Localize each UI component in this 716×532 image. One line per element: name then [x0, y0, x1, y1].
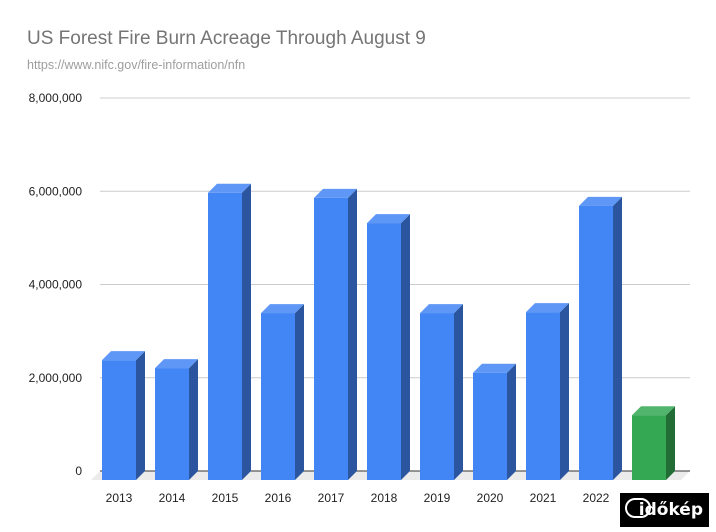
bar-top [632, 406, 675, 416]
bar-side [454, 304, 463, 480]
x-tick-label: 2013 [106, 491, 133, 505]
x-tick-label: 2018 [371, 491, 398, 505]
bar [314, 197, 348, 480]
bar-side [242, 183, 251, 481]
bar-top [526, 303, 569, 313]
chart-title: US Forest Fire Burn Acreage Through Augu… [27, 28, 426, 49]
bar [367, 223, 401, 480]
bar-side [613, 196, 622, 480]
bar-side [401, 214, 410, 480]
bar-top [261, 304, 304, 314]
x-tick-label: 2020 [477, 491, 504, 505]
y-tick-label: 4,000,000 [29, 278, 83, 292]
bar-top [579, 196, 622, 206]
bar-side [507, 363, 516, 480]
y-tick-label: 2,000,000 [29, 371, 83, 385]
bar-top [367, 214, 410, 224]
x-tick-label: 2022 [583, 491, 610, 505]
x-tick-label: 2017 [318, 491, 345, 505]
x-tick-label: 2014 [159, 491, 186, 505]
y-tick-label: 6,000,000 [29, 184, 83, 198]
y-tick-label: 8,000,000 [29, 91, 83, 105]
bar-top [102, 351, 145, 361]
bar-top [314, 188, 357, 198]
bar-side [189, 359, 198, 480]
bar-side [136, 351, 145, 480]
bar-top [155, 359, 198, 369]
bar-top [208, 183, 251, 193]
watermark-logo: időkép [620, 493, 709, 527]
bar-top [420, 304, 463, 314]
bar [420, 313, 454, 480]
bar-side [666, 406, 675, 480]
x-tick-label: 2016 [265, 491, 292, 505]
bar-side [560, 303, 569, 480]
x-tick-label: 2021 [530, 491, 557, 505]
bar [473, 372, 507, 480]
bar [102, 360, 136, 480]
bar [208, 192, 242, 481]
x-tick-label: 2019 [424, 491, 451, 505]
bar-top [473, 363, 516, 373]
y-tick-label: 0 [75, 464, 82, 478]
bar [579, 205, 613, 480]
x-tick-label: 2015 [212, 491, 239, 505]
chart-subtitle: https://www.nifc.gov/fire-information/nf… [27, 58, 246, 72]
bar-side [295, 304, 304, 480]
bar [526, 312, 560, 480]
bar-side [348, 188, 357, 480]
bar [155, 368, 189, 480]
cloud-icon [625, 498, 651, 518]
bar [261, 313, 295, 480]
bar [632, 415, 666, 480]
